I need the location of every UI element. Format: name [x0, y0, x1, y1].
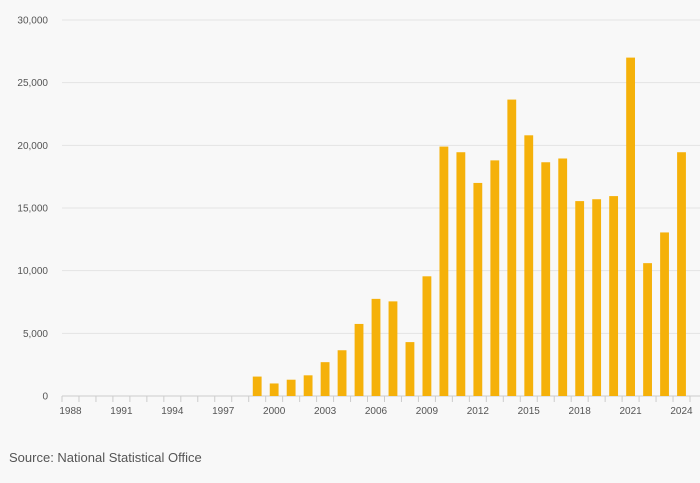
- y-tick-label: 0: [42, 392, 48, 403]
- bar-chart: 1988 1991 1994 1997 2000 2003 2006 2009 2012 2015…: [17, 16, 700, 417]
- bar: [626, 57, 636, 396]
- y-tick-label: 15,000: [17, 204, 48, 215]
- x-axis: 1988 1991 1994 1997 2000 2003 2006 2009 2012 2015…: [59, 396, 693, 417]
- y-tick-label: 25,000: [17, 78, 48, 89]
- bars: [252, 57, 686, 396]
- gridlines: [62, 19, 700, 397]
- x-tick-label: 2024: [670, 406, 693, 417]
- x-tick-label: 2021: [619, 406, 642, 417]
- y-tick-label: 30,000: [17, 16, 48, 27]
- x-tick-label: 1997: [212, 406, 235, 417]
- bar: [456, 152, 466, 396]
- bar: [371, 298, 381, 396]
- x-tick-label: 2006: [365, 406, 388, 417]
- bar: [592, 199, 602, 396]
- x-tick-label: 1991: [110, 406, 133, 417]
- bar: [558, 158, 568, 396]
- bar: [473, 182, 483, 396]
- bar: [643, 263, 652, 396]
- y-axis-labels: 0 5,000 10,000 15,000 20,000 25,000 30,000: [17, 16, 48, 403]
- bar: [677, 152, 686, 396]
- y-tick-label: 10,000: [17, 266, 48, 277]
- x-tick-label: 2018: [569, 406, 592, 417]
- bar: [405, 342, 415, 396]
- x-tick-label: 2000: [263, 406, 286, 417]
- bar: [286, 379, 296, 396]
- x-tick-label: 2012: [467, 406, 490, 417]
- bar: [320, 362, 330, 396]
- x-tick-label: 2015: [518, 406, 541, 417]
- bar: [422, 276, 432, 396]
- bar: [541, 162, 551, 396]
- x-tick-label: 1994: [161, 406, 184, 417]
- bar: [507, 99, 517, 396]
- bar: [269, 383, 279, 396]
- bar: [524, 135, 534, 396]
- bar: [609, 196, 619, 396]
- x-tick-label: 2009: [416, 406, 439, 417]
- bar: [354, 323, 364, 396]
- bar: [575, 201, 585, 396]
- bar: [303, 375, 313, 396]
- bar: [252, 376, 262, 396]
- bar: [490, 160, 500, 396]
- bar: [337, 350, 347, 396]
- x-tick-label: 1988: [59, 406, 82, 417]
- source-note: Source: National Statistical Office: [9, 450, 202, 465]
- bar: [660, 232, 669, 396]
- x-tick-label: 2003: [314, 406, 337, 417]
- y-tick-label: 5,000: [23, 329, 48, 340]
- bar: [439, 146, 449, 396]
- y-tick-label: 20,000: [17, 141, 48, 152]
- bar: [388, 301, 398, 396]
